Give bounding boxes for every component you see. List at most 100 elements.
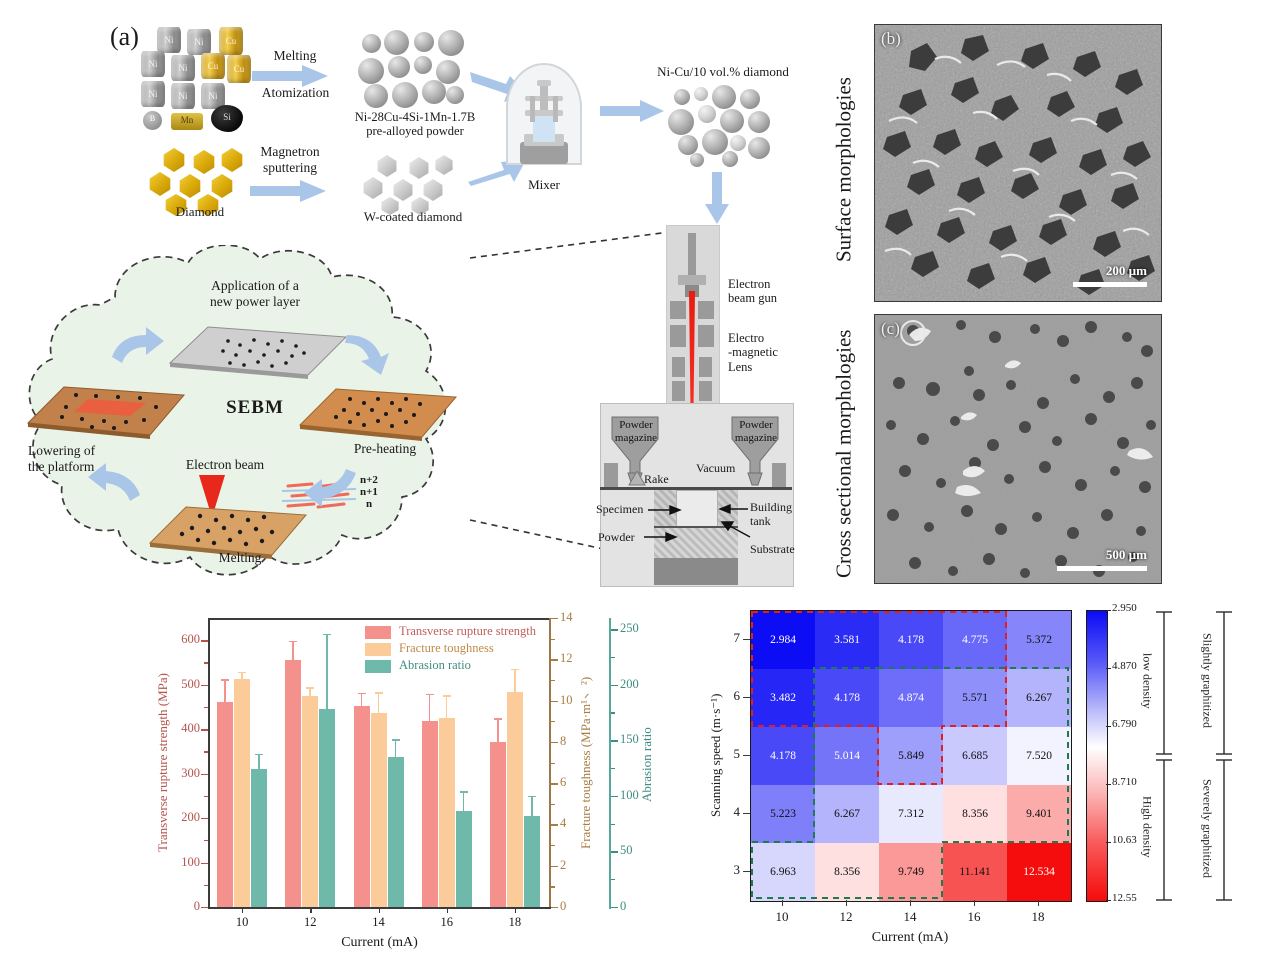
scalebar-c-label: 500 µm bbox=[1105, 547, 1147, 562]
errorbar bbox=[391, 739, 400, 757]
errorbar bbox=[425, 693, 434, 722]
preheating-plate bbox=[298, 388, 458, 441]
x-tick-label: 10 bbox=[235, 915, 249, 929]
heatmap-xlabel: Current (mA) bbox=[871, 930, 949, 945]
y-tick bbox=[551, 865, 558, 868]
heatmap-cell: 4.178 bbox=[815, 669, 879, 727]
heatmap-ylabel: Scanning speed (m·s⁻¹) bbox=[708, 693, 723, 817]
bar-chart-legend: Transverse rupture strength Fracture tou… bbox=[365, 624, 545, 675]
heatmap-x-tick-label: 14 bbox=[903, 909, 917, 924]
cu-particle: Cu bbox=[219, 27, 243, 55]
heatmap-chart-density-graphitization: 2.984 3.581 4.178 4.775 5.372 3.482 4.178 4.874… bbox=[700, 600, 1280, 960]
sebm-center-label: SEBM bbox=[226, 397, 284, 418]
legend-label-ft: Fracture toughness bbox=[399, 641, 494, 655]
build-table-line bbox=[600, 487, 792, 490]
layer-label-n: n bbox=[366, 498, 373, 510]
annotation-high-density: High density bbox=[1140, 796, 1155, 858]
step-atomization-label: Atomization bbox=[261, 85, 330, 100]
w-coated-diamond-group bbox=[360, 155, 460, 215]
y-tick-label: 2 bbox=[560, 857, 567, 872]
x-tick-label: 14 bbox=[372, 915, 385, 929]
y-tick-label: 200 bbox=[620, 676, 639, 691]
ni-particle: Ni bbox=[201, 83, 225, 109]
y-minor-tick bbox=[204, 706, 208, 709]
y-tick-label: 8 bbox=[560, 733, 567, 748]
y-tick bbox=[551, 783, 558, 785]
errorbar bbox=[459, 791, 468, 812]
layer-label-n-plus-1: n+1 bbox=[360, 486, 378, 498]
rake-icon bbox=[628, 471, 646, 486]
heatmap-cell: 9.749 bbox=[879, 843, 943, 901]
y-tick bbox=[551, 700, 558, 702]
ebm-machine-schematic: Electron beam gun Electro -magnetic Lens… bbox=[596, 225, 845, 590]
errorbar bbox=[306, 687, 315, 697]
substrate-label: Substrate bbox=[750, 542, 795, 556]
heatmap-y-tick-label: 5 bbox=[733, 746, 741, 761]
errorbar bbox=[238, 671, 247, 679]
sem-image-b: (b) 200 µm bbox=[874, 24, 1162, 302]
x-tick bbox=[446, 907, 449, 913]
ni-particle: Ni bbox=[187, 29, 211, 55]
arrow-melting bbox=[252, 65, 328, 87]
x-tick bbox=[242, 907, 244, 913]
heatmap-cell: 7.520 bbox=[1007, 727, 1071, 785]
y-tick-label: 12 bbox=[560, 651, 573, 666]
ni-particle: Ni bbox=[141, 81, 165, 107]
y-tick-label: 50 bbox=[620, 843, 633, 858]
heatmap-cell: 4.178 bbox=[751, 727, 815, 785]
heatmap-cell: 2.984 bbox=[751, 611, 815, 669]
rake-holder-right bbox=[772, 463, 786, 487]
bar-abrasion-ratio-16 bbox=[455, 811, 472, 907]
y-minor-tick bbox=[204, 795, 208, 798]
bar-chart-xlabel: Current (mA) bbox=[341, 935, 418, 950]
bar-chart-ylabel-right2: Abrasion ratio bbox=[639, 727, 654, 803]
heatmap-y-tick-label: 4 bbox=[733, 804, 741, 819]
colorbar-tick bbox=[1106, 842, 1111, 843]
annotation-slightly-graphitized: Slightly graphitized bbox=[1200, 632, 1215, 728]
w-coated-diamond-label: W-coated diamond bbox=[363, 209, 463, 224]
panel-c-tag: (c) bbox=[881, 319, 900, 338]
y-tick-label: 300 bbox=[181, 765, 200, 780]
errorbar bbox=[323, 633, 332, 710]
heatmap-cell: 3.482 bbox=[751, 669, 815, 727]
heatmap-y-tick-label: 7 bbox=[733, 630, 741, 645]
lens-right-2 bbox=[698, 325, 714, 347]
electron-beam bbox=[689, 291, 695, 471]
errorbar bbox=[221, 678, 230, 703]
layer-label-n-plus-2: n+2 bbox=[360, 474, 378, 486]
heatmap-y-tick bbox=[743, 697, 750, 699]
bar-abrasion-ratio-18 bbox=[523, 815, 540, 907]
heatmap-y-tick bbox=[743, 813, 750, 815]
heatmap-grid: 2.984 3.581 4.178 4.775 5.372 3.482 4.178 4.874… bbox=[750, 610, 1072, 902]
y-tick-label: 400 bbox=[181, 721, 200, 736]
y-tick bbox=[201, 907, 208, 909]
mixer-label: Mixer bbox=[528, 177, 560, 192]
errorbar bbox=[527, 795, 536, 816]
colorbar-tick bbox=[1106, 726, 1111, 727]
heatmap-cell: 11.141 bbox=[943, 843, 1007, 901]
heatmap-cell: 6.267 bbox=[1007, 669, 1071, 727]
heatmap-colorbar bbox=[1086, 610, 1108, 902]
step-sputtering-label: sputtering bbox=[263, 160, 317, 175]
powder-label: Powder bbox=[598, 530, 635, 544]
y-minor-tick bbox=[611, 656, 615, 659]
y-tick-label: 0 bbox=[193, 899, 200, 913]
heatmap-cell: 5.372 bbox=[1007, 611, 1071, 669]
annotation-low-density: low density bbox=[1140, 653, 1155, 709]
heatmap-cell: 6.267 bbox=[815, 785, 879, 843]
chart-right-axis-1 bbox=[549, 618, 551, 909]
x-tick-label: 16 bbox=[440, 915, 453, 929]
heatmap-cell: 12.534 bbox=[1007, 843, 1071, 901]
bar-chart-ylabel-right1: Fracture toughness (MPa·m¹ᐟ²) bbox=[578, 676, 593, 849]
bar-fracture-toughness-16 bbox=[438, 718, 455, 907]
y-tick-label: 14 bbox=[560, 610, 573, 624]
heatmap-y-tick-label: 6 bbox=[733, 688, 741, 703]
bar-fracture-toughness-10 bbox=[234, 678, 251, 907]
heatmap-x-tick-label: 12 bbox=[839, 909, 853, 924]
heatmap-cell: 6.685 bbox=[943, 727, 1007, 785]
bar-chart-mechanical-properties: 10 12 14 16 18 0 100 200 300 400 500 600 0 2 4 6 8 10 12 14… bbox=[150, 600, 654, 960]
si-particle: Si bbox=[211, 105, 243, 132]
y-minor-tick bbox=[204, 662, 208, 664]
powder-block bbox=[654, 526, 738, 560]
y-tick bbox=[201, 773, 208, 775]
